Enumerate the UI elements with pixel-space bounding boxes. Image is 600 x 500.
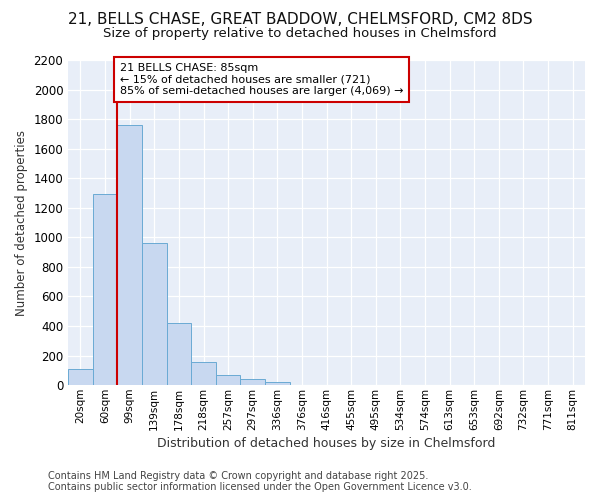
Bar xyxy=(241,379,265,385)
Bar xyxy=(93,194,118,385)
Text: 21 BELLS CHASE: 85sqm
← 15% of detached houses are smaller (721)
85% of semi-det: 21 BELLS CHASE: 85sqm ← 15% of detached … xyxy=(120,63,403,96)
Text: Contains HM Land Registry data © Crown copyright and database right 2025.
Contai: Contains HM Land Registry data © Crown c… xyxy=(48,471,472,492)
Bar xyxy=(191,362,216,385)
Bar xyxy=(118,125,142,385)
Y-axis label: Number of detached properties: Number of detached properties xyxy=(15,130,28,316)
Text: Size of property relative to detached houses in Chelmsford: Size of property relative to detached ho… xyxy=(103,28,497,40)
X-axis label: Distribution of detached houses by size in Chelmsford: Distribution of detached houses by size … xyxy=(157,437,496,450)
Bar xyxy=(142,244,167,385)
Bar xyxy=(265,382,290,385)
Bar xyxy=(167,323,191,385)
Bar xyxy=(216,375,241,385)
Text: 21, BELLS CHASE, GREAT BADDOW, CHELMSFORD, CM2 8DS: 21, BELLS CHASE, GREAT BADDOW, CHELMSFOR… xyxy=(68,12,532,28)
Bar xyxy=(68,369,93,385)
